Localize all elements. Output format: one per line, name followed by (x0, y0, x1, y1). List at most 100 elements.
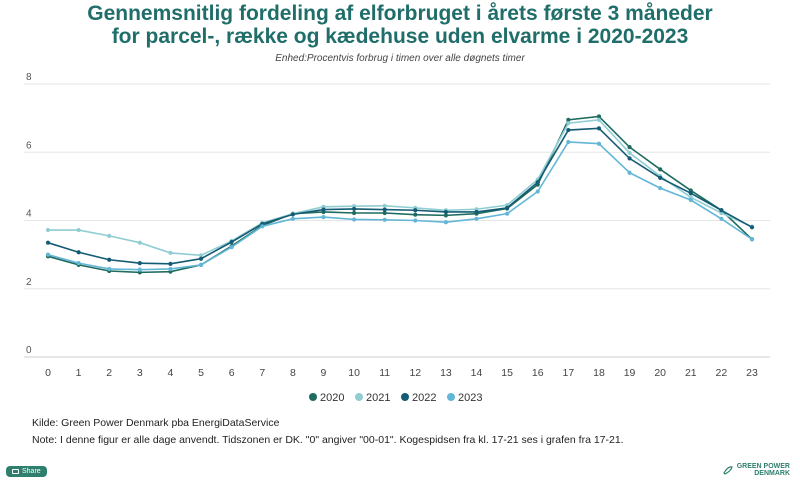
data-point-2023 (749, 237, 755, 242)
data-point-2023 (566, 139, 571, 145)
share-icon (12, 469, 19, 474)
series-line-2021 (48, 118, 753, 257)
x-tick-label: 3 (137, 367, 143, 379)
x-tick-label: 11 (379, 367, 390, 379)
title-line-1: Gennemsnitlig fordeling af elforbruget i… (87, 2, 713, 25)
data-point-2023 (535, 189, 540, 194)
y-tick-label: 4 (26, 209, 32, 220)
data-point-2021 (198, 253, 204, 258)
note-text: Note: I denne figur er alle dage anvendt… (32, 434, 624, 446)
data-point-2020 (566, 117, 571, 122)
data-point-2022 (229, 239, 234, 245)
legend-item-2023[interactable]: 2023 (447, 392, 482, 404)
source-text: Kilde: Green Power Denmark pba EnergiDat… (32, 417, 280, 429)
x-tick-label: 13 (440, 367, 452, 379)
data-point-2022 (505, 205, 510, 210)
legend-marker (309, 393, 317, 401)
data-point-2023 (596, 141, 602, 146)
data-point-2022 (321, 207, 326, 212)
logo-line-1: GREEN POWER (736, 463, 790, 470)
legend-label: 2022 (412, 392, 436, 404)
data-point-2020 (382, 210, 387, 216)
legend-marker (447, 393, 455, 401)
x-tick-label: 5 (198, 367, 204, 379)
legend-item-2022[interactable]: 2022 (401, 392, 436, 404)
data-point-2023 (290, 216, 295, 221)
data-point-2023 (688, 197, 693, 203)
x-tick-label: 6 (229, 367, 235, 379)
data-point-2023 (45, 252, 51, 257)
series-line-2020 (47, 115, 753, 274)
data-point-2023 (413, 218, 418, 223)
data-point-2022 (351, 206, 357, 211)
data-point-2021 (566, 121, 571, 126)
series-line-2023 (47, 141, 753, 271)
data-point-2020 (351, 210, 357, 216)
x-tick-label: 8 (290, 367, 296, 379)
data-point-2022 (290, 212, 295, 217)
data-point-2021 (137, 240, 142, 245)
legend-marker (401, 393, 409, 401)
x-tick-label: 22 (716, 367, 728, 379)
data-point-2020 (413, 212, 418, 217)
data-point-2023 (229, 245, 234, 250)
data-point-2022 (198, 256, 204, 261)
data-point-2021 (168, 250, 173, 256)
data-point-2022 (443, 209, 449, 215)
leaf-icon (722, 466, 733, 475)
y-tick-labels: 0 2 4 6 8 (26, 72, 32, 356)
x-tick-label: 1 (76, 367, 82, 379)
y-tick-label: 0 (26, 345, 32, 356)
x-tick-label: 23 (746, 367, 758, 379)
data-point-2022 (566, 127, 571, 133)
x-tick-label: 2 (106, 367, 112, 379)
logo-line-2: DENMARK (754, 470, 790, 477)
legend-item-2020[interactable]: 2020 (309, 392, 344, 404)
x-tick-labels: 0 1 2 3 4 5 6 7 8 9 10 11 12 13 14 15 16 17 18 19 20 21 22 23 (45, 367, 758, 379)
data-point-2023 (443, 220, 449, 225)
data-point-2023 (627, 170, 632, 175)
x-tick-label: 7 (259, 367, 265, 379)
data-point-2022 (719, 208, 724, 213)
data-point-2021 (107, 233, 112, 238)
data-point-2023 (198, 262, 204, 267)
data-point-2021 (45, 227, 51, 233)
y-tick-label: 2 (26, 277, 32, 288)
x-tick-label: 4 (168, 367, 174, 379)
data-point-2022 (535, 180, 540, 185)
x-tick-label: 10 (348, 367, 360, 379)
data-point-2022 (474, 209, 479, 215)
x-tick-label: 21 (685, 367, 697, 379)
title-line-2: for parcel-, række og kædehuse uden elva… (111, 25, 689, 48)
data-point-2022 (382, 207, 387, 212)
data-point-2022 (107, 257, 112, 262)
x-tick-label: 15 (501, 367, 513, 379)
data-point-2023 (260, 224, 265, 229)
legend-label: 2023 (458, 392, 482, 404)
data-point-2021 (627, 150, 632, 156)
data-point-2022 (658, 175, 663, 180)
data-point-2023 (719, 216, 724, 221)
data-point-2021 (382, 203, 387, 208)
legend-item-2021[interactable]: 2021 (355, 392, 390, 404)
data-point-2021 (596, 117, 602, 122)
data-point-2023 (107, 266, 112, 272)
data-point-2023 (168, 266, 173, 272)
data-point-2022 (413, 208, 418, 213)
series-line-2022 (47, 127, 753, 265)
y-tick-label: 8 (26, 72, 32, 83)
data-point-2023 (474, 216, 479, 221)
data-point-2023 (382, 217, 387, 222)
logo: GREEN POWER DENMARK (722, 463, 790, 477)
x-tick-label: 9 (321, 367, 327, 379)
legend-label: 2021 (366, 392, 390, 404)
data-point-2020 (658, 167, 663, 172)
data-point-2023 (137, 267, 142, 272)
share-button[interactable]: Share (6, 466, 47, 477)
x-tick-label: 20 (654, 367, 666, 379)
data-point-2022 (168, 261, 173, 266)
data-point-2022 (137, 261, 142, 266)
chart-title: Gennemsnitlig fordeling af elforbruget i… (0, 2, 800, 48)
x-tick-label: 17 (563, 367, 575, 379)
